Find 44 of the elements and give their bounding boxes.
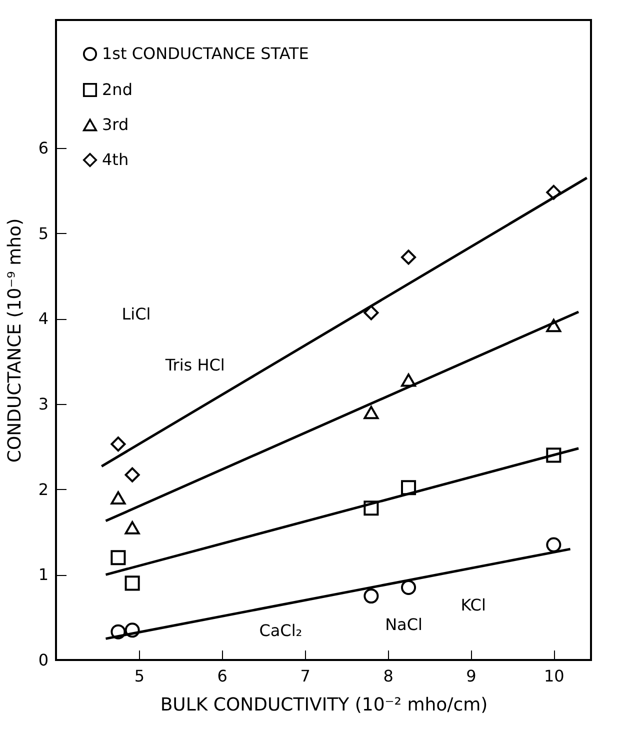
legend-label: 4th	[102, 150, 129, 169]
point	[401, 250, 416, 265]
annotation: NaCl	[385, 614, 422, 634]
x-axis-title: BULK CONDUCTIVITY (10⁻² mho/cm)	[160, 694, 488, 716]
point	[401, 580, 416, 595]
point	[546, 448, 562, 463]
legend-label: 1st CONDUCTANCE STATE	[102, 44, 309, 63]
y-tick-label: 0	[38, 650, 48, 670]
point	[364, 588, 379, 604]
point	[110, 436, 126, 452]
point	[401, 373, 416, 387]
legend-label: 2nd	[102, 80, 132, 99]
point	[124, 622, 140, 638]
x-tick-label: 10	[544, 666, 564, 686]
point	[546, 537, 562, 552]
annotation: LiCl	[122, 304, 151, 324]
x-tick-label: 5	[134, 666, 145, 686]
point	[124, 521, 140, 534]
y-axis-title: CONDUCTANCE (10⁻⁹ mho)	[4, 218, 26, 463]
annotation: Tris HCl	[164, 356, 225, 375]
point	[364, 500, 379, 516]
point	[110, 624, 126, 640]
y-tick-label: 2	[38, 480, 48, 499]
point	[546, 184, 562, 200]
legend-label: 3rd	[102, 115, 129, 134]
y-tick-label: 5	[38, 224, 48, 243]
point	[124, 576, 140, 591]
point	[364, 305, 379, 320]
point	[546, 318, 562, 332]
y-tick-label: 6	[38, 138, 48, 158]
annotation: CaCl₂	[259, 621, 302, 640]
y-tick-label: 1	[38, 565, 48, 584]
y-tick-label: 4	[38, 309, 48, 328]
x-tick-label: 8	[383, 666, 394, 686]
point	[110, 550, 126, 566]
x-tick-label: 7	[300, 666, 310, 686]
point	[124, 467, 140, 482]
point	[364, 406, 379, 420]
x-tick-label: 6	[217, 666, 228, 686]
annotation: KCl	[460, 596, 486, 615]
y-tick-label: 3	[38, 394, 48, 414]
point	[110, 491, 126, 505]
x-tick-label: 9	[466, 666, 476, 686]
point	[401, 480, 416, 496]
